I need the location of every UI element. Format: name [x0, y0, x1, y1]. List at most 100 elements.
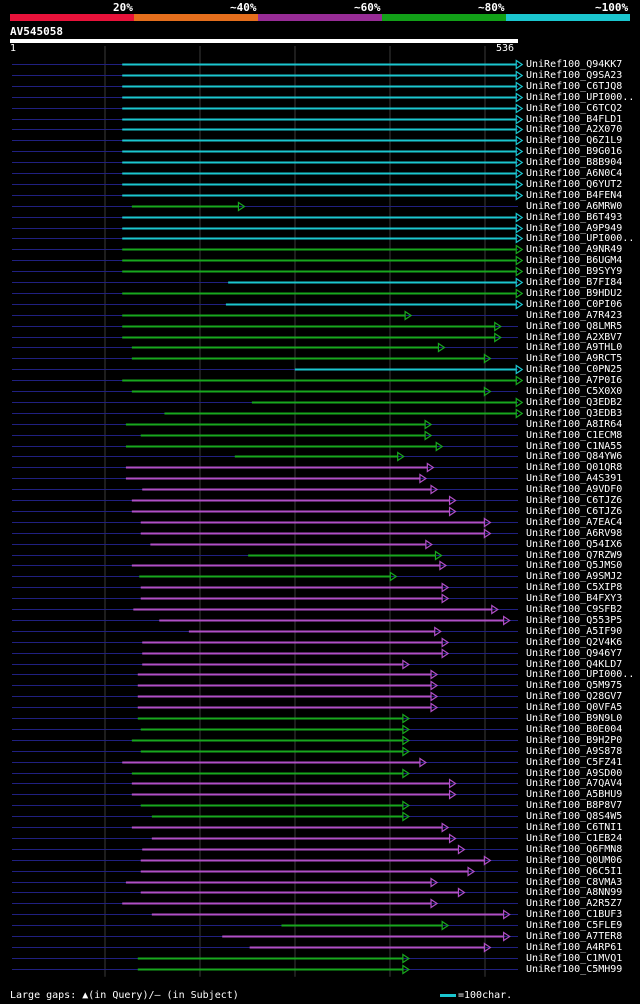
hit-label[interactable]: UniRef100_A9SD00 [526, 767, 623, 779]
hit-label[interactable]: UniRef100_C8VMA3 [526, 876, 623, 888]
hit-label[interactable]: UniRef100_Q0UM06 [526, 854, 623, 866]
hit-label[interactable]: UniRef100_C6TJZ6 [526, 505, 623, 517]
hit-arrowhead [441, 637, 450, 648]
legend-segment [382, 14, 506, 21]
hit-label[interactable]: UniRef100_B4FLD1 [526, 113, 623, 125]
hit-label[interactable]: UniRef100_Q946Y7 [526, 647, 623, 659]
hit-label[interactable]: UniRef100_C5FZ41 [526, 756, 623, 768]
hit-label[interactable]: UniRef100_B8P8V7 [526, 799, 623, 811]
hit-label[interactable]: UniRef100_B9SYY9 [526, 265, 623, 277]
hit-label[interactable]: UniRef100_Q6FMN8 [526, 843, 623, 855]
hit-arrowhead [448, 506, 457, 517]
hit-label[interactable]: UniRef100_C6TJZ6 [526, 494, 623, 506]
hit-label[interactable]: UniRef100_B9HDU2 [526, 287, 623, 299]
hit-label[interactable]: UniRef100_UPI000.. [526, 668, 635, 680]
hit-arrowhead [515, 233, 524, 244]
hit-label[interactable]: UniRef100_Q6YUT2 [526, 178, 623, 190]
hit-label[interactable]: UniRef100_Q7RZW9 [526, 549, 623, 561]
hit-label[interactable]: UniRef100_B4FEN4 [526, 189, 623, 201]
hit-label[interactable]: UniRef100_C9SFB2 [526, 603, 623, 615]
hit-label[interactable]: UniRef100_Q54IX6 [526, 538, 623, 550]
hit-label[interactable]: UniRef100_A9P949 [526, 222, 623, 234]
hit-arrowhead [397, 451, 405, 462]
query-name: AV545058 [10, 25, 63, 38]
hit-label[interactable]: UniRef100_A7R423 [526, 309, 623, 321]
hit-label[interactable]: UniRef100_C1EB24 [526, 832, 623, 844]
hit-label[interactable]: UniRef100_C1MVQ1 [526, 952, 623, 964]
hit-label[interactable]: UniRef100_Q553P5 [526, 614, 623, 626]
hit-label[interactable]: UniRef100_A4RP61 [526, 941, 623, 953]
hit-label[interactable]: UniRef100_Q2V4K6 [526, 636, 623, 648]
hit-label[interactable]: UniRef100_A9SMJ2 [526, 570, 623, 582]
hit-label[interactable]: UniRef100_A8NN99 [526, 886, 623, 898]
hit-label[interactable]: UniRef100_B9H2P0 [526, 734, 623, 746]
hit-label[interactable]: UniRef100_A4S391 [526, 472, 623, 484]
hit-label[interactable]: UniRef100_C1ECM8 [526, 429, 623, 441]
hit-label[interactable]: UniRef100_Q28GV7 [526, 690, 623, 702]
hit-label[interactable]: UniRef100_B7FI84 [526, 276, 623, 288]
hit-label[interactable]: UniRef100_A9THL0 [526, 341, 623, 353]
legend-percent-label: ~40% [230, 1, 257, 14]
hit-label[interactable]: UniRef100_Q94KK7 [526, 58, 623, 70]
hit-label[interactable]: UniRef100_Q3EDB2 [526, 396, 623, 408]
hit-arrowhead [402, 659, 410, 670]
hit-label[interactable]: UniRef100_A9RCT5 [526, 352, 623, 364]
hit-label[interactable]: UniRef100_A2X070 [526, 123, 623, 135]
scale-legend: =100char. [440, 990, 512, 1001]
hit-label[interactable]: UniRef100_Q84YW6 [526, 450, 623, 462]
hit-label[interactable]: UniRef100_Q5JMS0 [526, 559, 623, 571]
hit-arrowhead [426, 462, 435, 473]
hit-label[interactable]: UniRef100_Q6Z1L9 [526, 134, 623, 146]
hit-label[interactable]: UniRef100_A9VDF0 [526, 483, 623, 495]
hit-arrowhead [441, 648, 450, 659]
hit-label[interactable]: UniRef100_Q01QR8 [526, 461, 623, 473]
hit-label[interactable]: UniRef100_A7TER8 [526, 930, 623, 942]
hit-label[interactable]: UniRef100_B9G016 [526, 145, 623, 157]
hit-label[interactable]: UniRef100_C6TJQ8 [526, 80, 623, 92]
hit-label[interactable]: UniRef100_UPI000.. [526, 91, 635, 103]
hit-label[interactable]: UniRef100_Q5M975 [526, 679, 623, 691]
hit-label[interactable]: UniRef100_C5FLE9 [526, 919, 623, 931]
hit-label[interactable]: UniRef100_B9N9L0 [526, 712, 623, 724]
hit-label[interactable]: UniRef100_A8IR64 [526, 418, 623, 430]
hit-arrowhead [515, 157, 524, 168]
hit-label[interactable]: UniRef100_C5XIP8 [526, 581, 623, 593]
hit-label[interactable]: UniRef100_A6MRW0 [526, 200, 623, 212]
hit-arrowhead [402, 953, 410, 964]
hit-label[interactable]: UniRef100_A5IF90 [526, 625, 623, 637]
hit-label[interactable]: UniRef100_UPI000.. [526, 232, 635, 244]
hit-label[interactable]: UniRef100_Q9SA23 [526, 69, 623, 81]
hit-label[interactable]: UniRef100_Q8LMR5 [526, 320, 623, 332]
hit-label[interactable]: UniRef100_C5MH99 [526, 963, 623, 975]
hit-label[interactable]: UniRef100_B6T493 [526, 211, 623, 223]
hit-label[interactable]: UniRef100_C0PI06 [526, 298, 623, 310]
hit-label[interactable]: UniRef100_C1BUF3 [526, 908, 623, 920]
hit-label[interactable]: UniRef100_A7P0I6 [526, 374, 623, 386]
hit-label[interactable]: UniRef100_B4FXY3 [526, 592, 623, 604]
hit-label[interactable]: UniRef100_A5BHU9 [526, 788, 623, 800]
hit-label[interactable]: UniRef100_A7QAV4 [526, 777, 623, 789]
hit-label[interactable]: UniRef100_C1NA55 [526, 440, 623, 452]
hit-label[interactable]: UniRef100_A9S878 [526, 745, 623, 757]
hit-label[interactable]: UniRef100_A2XBV7 [526, 331, 623, 343]
ruler-end-label: 536 [496, 43, 515, 54]
hit-label[interactable]: UniRef100_Q0VFA5 [526, 701, 623, 713]
hit-label[interactable]: UniRef100_C6TCQ2 [526, 102, 623, 114]
hit-arrowhead [430, 669, 439, 680]
hit-label[interactable]: UniRef100_Q3EDB3 [526, 407, 623, 419]
hit-label[interactable]: UniRef100_Q8S4W5 [526, 810, 623, 822]
hit-label[interactable]: UniRef100_A2R5Z7 [526, 897, 623, 909]
hit-label[interactable]: UniRef100_B8B904 [526, 156, 623, 168]
hit-label[interactable]: UniRef100_C0PN25 [526, 363, 623, 375]
hit-label[interactable]: UniRef100_C6TNI1 [526, 821, 623, 833]
hit-label[interactable]: UniRef100_B6UGM4 [526, 254, 623, 266]
hit-label[interactable]: UniRef100_C5X0X0 [526, 385, 623, 397]
hit-label[interactable]: UniRef100_Q4KLD7 [526, 658, 623, 670]
hit-label[interactable]: UniRef100_A6RV98 [526, 527, 623, 539]
hit-label[interactable]: UniRef100_B0E004 [526, 723, 623, 735]
hit-label[interactable]: UniRef100_A9NR49 [526, 243, 623, 255]
hit-label[interactable]: UniRef100_A7EAC4 [526, 516, 623, 528]
hit-label[interactable]: UniRef100_Q6C5I1 [526, 865, 623, 877]
hit-label[interactable]: UniRef100_A6N0C4 [526, 167, 623, 179]
hit-arrowhead [515, 81, 524, 92]
